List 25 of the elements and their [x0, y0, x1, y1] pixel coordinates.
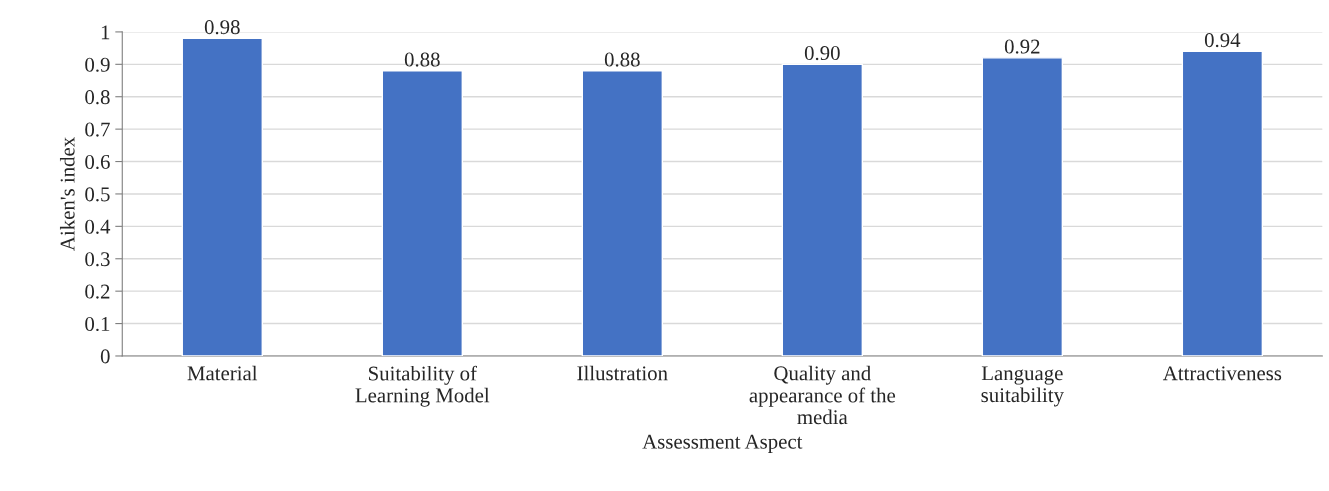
y-tick-label: 0.2 [85, 284, 110, 299]
x-tick-label: Illustration [577, 365, 668, 381]
y-tick-label: 0.7 [85, 122, 110, 137]
y-tick-label: 0.9 [85, 57, 110, 72]
x-tick-label: Language suitability [981, 366, 1064, 407]
y-tick-label: 0.3 [85, 252, 110, 267]
y-tick-label: 0.8 [85, 90, 110, 105]
x-tick-label: Attractiveness [1162, 366, 1282, 381]
data-label: 0.90 [804, 46, 840, 61]
data-label: 0.94 [1204, 33, 1241, 48]
y-tick-label: 0.6 [85, 154, 110, 170]
x-tick-label: Suitability of Learning Model [355, 365, 490, 407]
x-axis-title: Assessment Aspect [642, 434, 803, 453]
data-label: 0.88 [604, 52, 640, 67]
y-tick-label: 1 [101, 25, 110, 40]
y-tick-label: 0 [100, 349, 110, 364]
y-axis-title: Aiken's index [59, 137, 75, 251]
y-tick-label: 0.1 [85, 316, 110, 332]
data-label: 0.88 [404, 52, 440, 67]
x-tick-label: Quality and appearance of the media [749, 365, 896, 425]
data-label: 0.98 [204, 20, 240, 35]
x-tick-label: Material [187, 365, 258, 381]
y-tick-label: 0.4 [85, 219, 111, 234]
y-tick-label: 0.5 [85, 187, 110, 202]
data-label: 0.92 [1004, 39, 1040, 54]
